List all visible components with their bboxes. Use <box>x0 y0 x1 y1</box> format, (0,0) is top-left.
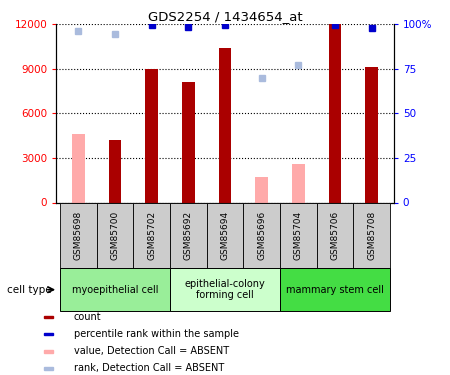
Text: myoepithelial cell: myoepithelial cell <box>72 285 158 295</box>
Bar <box>365 68 378 203</box>
Bar <box>182 82 195 203</box>
Text: GSM85708: GSM85708 <box>367 211 376 260</box>
Bar <box>292 164 305 202</box>
Bar <box>44 333 54 336</box>
Text: percentile rank within the sample: percentile rank within the sample <box>74 329 239 339</box>
Text: GSM85700: GSM85700 <box>110 211 119 260</box>
Text: epithelial-colony
forming cell: epithelial-colony forming cell <box>184 279 266 300</box>
Bar <box>353 202 390 268</box>
Bar <box>133 202 170 268</box>
Bar <box>72 134 85 202</box>
Bar <box>219 48 231 202</box>
Text: GSM85698: GSM85698 <box>74 211 83 260</box>
Text: value, Detection Call = ABSENT: value, Detection Call = ABSENT <box>74 346 229 356</box>
Text: GSM85704: GSM85704 <box>294 211 303 260</box>
Bar <box>243 202 280 268</box>
Bar <box>280 268 390 311</box>
Bar <box>328 24 342 202</box>
Bar <box>97 202 133 268</box>
Bar <box>255 177 268 203</box>
Text: GSM85702: GSM85702 <box>147 211 156 260</box>
Bar <box>108 140 122 202</box>
Bar <box>60 268 170 311</box>
Text: GSM85706: GSM85706 <box>331 211 340 260</box>
Bar <box>145 69 158 203</box>
Title: GDS2254 / 1434654_at: GDS2254 / 1434654_at <box>148 10 302 23</box>
Bar <box>44 316 54 318</box>
Text: cell type: cell type <box>7 285 52 295</box>
Text: GSM85694: GSM85694 <box>220 211 230 260</box>
Bar <box>44 367 54 370</box>
Text: count: count <box>74 312 101 322</box>
Bar <box>170 268 280 311</box>
Text: mammary stem cell: mammary stem cell <box>286 285 384 295</box>
Text: rank, Detection Call = ABSENT: rank, Detection Call = ABSENT <box>74 363 224 374</box>
Bar <box>44 350 54 352</box>
Bar <box>207 202 243 268</box>
Text: GSM85692: GSM85692 <box>184 211 193 260</box>
Text: GSM85696: GSM85696 <box>257 211 266 260</box>
Bar <box>317 202 353 268</box>
Bar <box>170 202 207 268</box>
Bar <box>280 202 317 268</box>
Bar <box>60 202 97 268</box>
